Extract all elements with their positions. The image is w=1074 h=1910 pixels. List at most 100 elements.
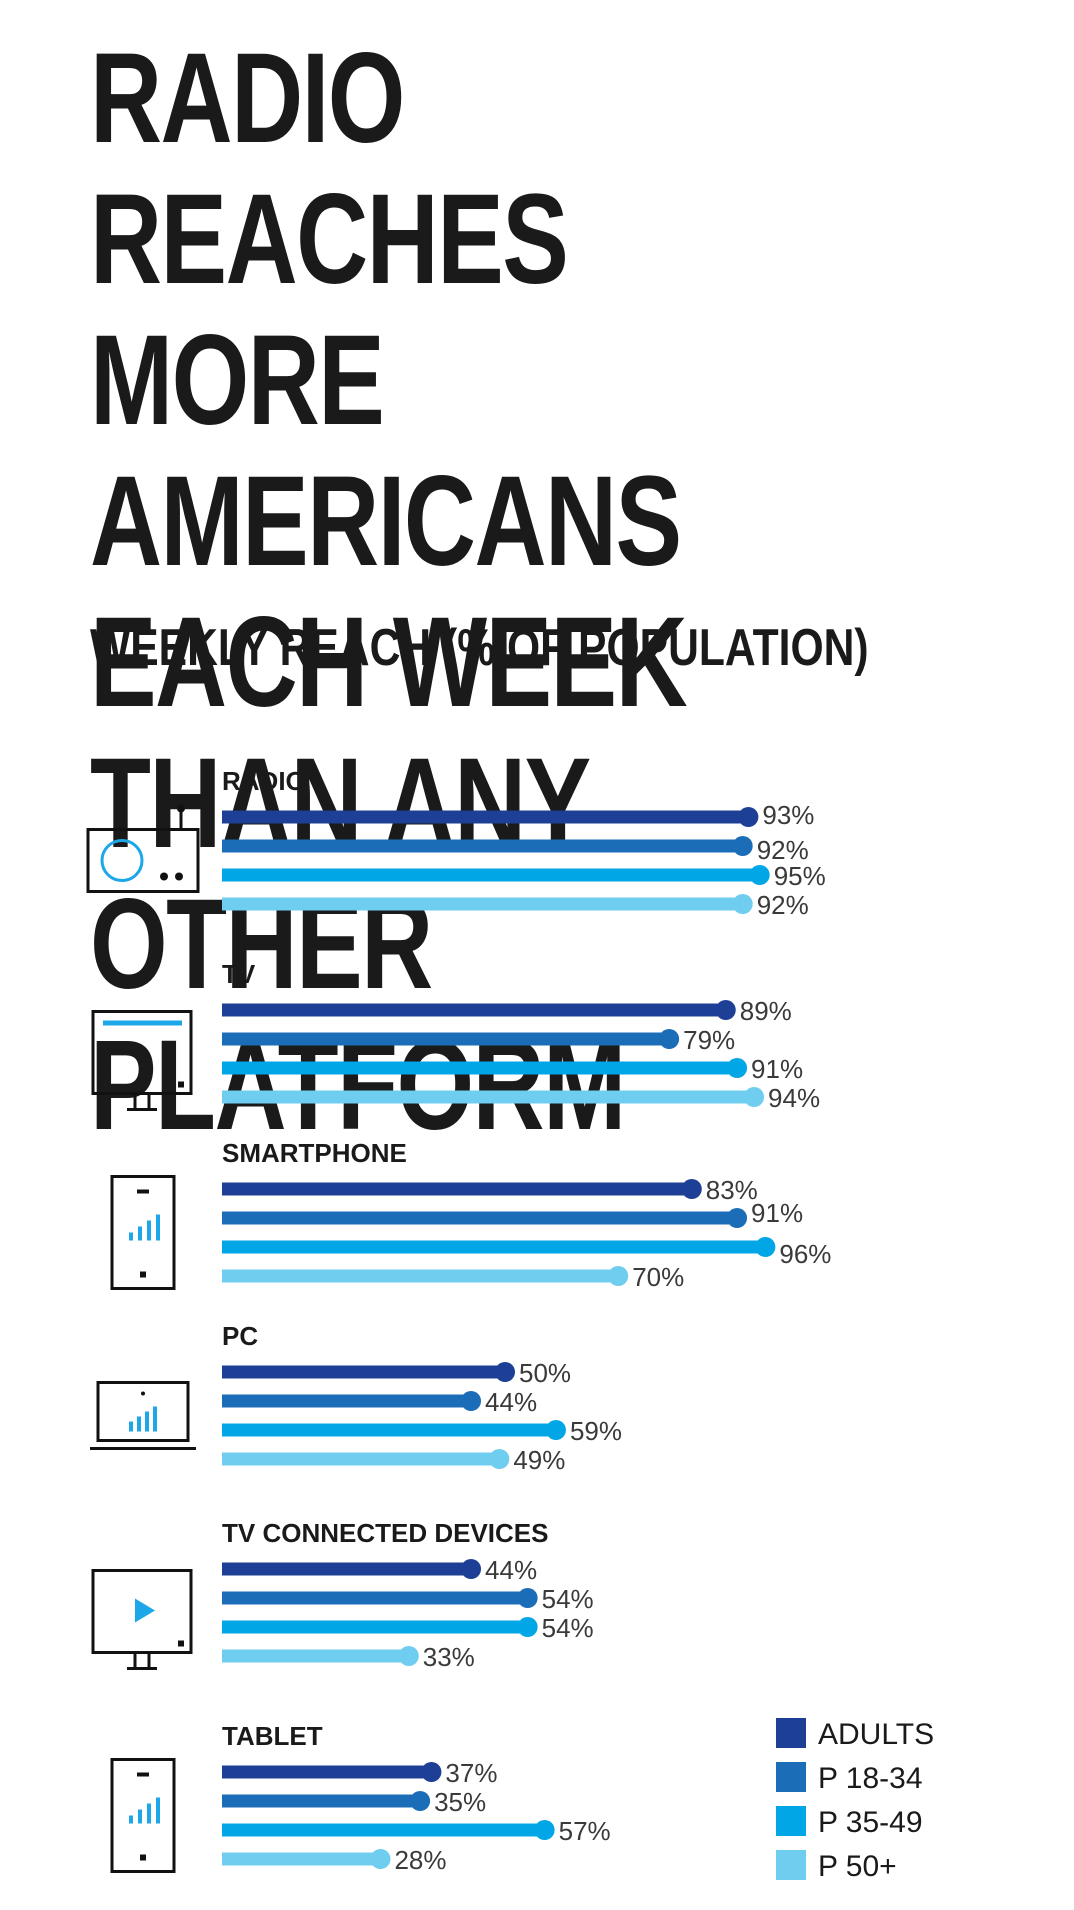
bar-p-18-34 — [222, 839, 743, 853]
bar-p-35-49 — [222, 868, 760, 882]
value-label: 44% — [485, 1387, 537, 1417]
value-label: 95% — [774, 861, 826, 891]
bar-end-dot — [489, 1449, 510, 1469]
legend-item-p-35-49: P 35-49 — [776, 1806, 923, 1839]
value-label: 50% — [519, 1358, 571, 1388]
bar-end-dot — [495, 1362, 515, 1382]
bar-end-dot — [461, 1559, 482, 1579]
bar-end-dot — [545, 1420, 566, 1440]
category-label: RADIO — [222, 766, 306, 796]
chart-title: RADIO REACHES MORE AMERICANS EACH WEEK T… — [90, 27, 688, 1157]
value-label: 54% — [542, 1613, 594, 1643]
value-label: 92% — [757, 890, 809, 920]
legend-label: P 35-49 — [818, 1806, 923, 1839]
bar-end-dot — [749, 865, 770, 885]
bar-p-50 — [222, 1649, 409, 1663]
category-label: PC — [222, 1321, 258, 1351]
bar-end-dot — [421, 1762, 442, 1782]
bar-p-35-49 — [222, 1423, 556, 1437]
tv-icon — [91, 1010, 193, 1111]
bar-end-dot — [715, 1000, 736, 1020]
legend-label: P 50+ — [818, 1850, 897, 1883]
bar-adults — [222, 1365, 505, 1379]
category-group-radio: RADIO 93% 92%95%92% — [86, 766, 826, 920]
value-label: 49% — [513, 1445, 565, 1475]
bar-end-dot — [755, 1237, 776, 1257]
bar-adults — [222, 1003, 726, 1017]
category-group-tv-connected-devices: TV CONNECTED DEVICES 44%54%54% 33% — [91, 1518, 594, 1672]
bar-end-dot — [370, 1849, 391, 1869]
bar-p-18-34 — [222, 1794, 421, 1808]
value-label: 70% — [632, 1262, 684, 1292]
value-label: 91% — [751, 1054, 803, 1084]
value-label: 91% — [751, 1198, 803, 1228]
category-label: TV CONNECTED DEVICES — [222, 1518, 549, 1548]
bar-p-35-49 — [222, 1823, 545, 1837]
bar-end-dot — [744, 1087, 765, 1107]
bar-p-50 — [222, 897, 743, 911]
bar-end-dot — [681, 1179, 702, 1199]
bar-p-18-34 — [222, 1591, 528, 1605]
value-label: 57% — [559, 1816, 611, 1846]
bar-adults — [222, 1765, 432, 1779]
legend-label: P 18-34 — [818, 1762, 923, 1795]
bar-end-dot — [398, 1646, 419, 1666]
tablet-icon — [110, 1758, 176, 1873]
value-label: 96% — [779, 1239, 831, 1269]
bar-end-dot — [461, 1391, 482, 1411]
value-label: 59% — [570, 1416, 622, 1446]
bar-end-dot — [732, 894, 753, 914]
category-label: SMARTPHONE — [222, 1138, 407, 1168]
bar-end-dot — [727, 1208, 748, 1228]
category-label: TV — [222, 959, 256, 989]
bar-end-dot — [410, 1791, 431, 1811]
bar-end-dot — [732, 836, 753, 856]
value-label: 54% — [542, 1584, 594, 1614]
bar-adults — [222, 1182, 692, 1196]
legend-item-p-50: P 50+ — [776, 1850, 897, 1883]
value-label: 35% — [434, 1787, 486, 1817]
value-label: 37% — [445, 1758, 497, 1788]
value-label: 44% — [485, 1555, 537, 1585]
value-label: 89% — [740, 996, 792, 1026]
bar-p-35-49 — [222, 1620, 528, 1634]
value-label: 33% — [423, 1642, 475, 1672]
value-label: 94% — [768, 1083, 820, 1113]
bar-end-dot — [727, 1058, 748, 1078]
category-group-tv: TV 89%79% 91%94% — [91, 959, 820, 1113]
chart-subtitle: WEEKLY REACH (% OF POPULATION) — [90, 619, 869, 677]
bar-end-dot — [517, 1588, 538, 1608]
bar-p-50 — [222, 1090, 755, 1104]
bar-p-18-34 — [222, 1032, 670, 1046]
bar-p-50 — [222, 1452, 500, 1466]
bar-p-35-49 — [222, 1061, 738, 1075]
bar-end-dot — [517, 1617, 538, 1637]
legend-label: ADULTS — [818, 1718, 934, 1751]
bar-p-18-34 — [222, 1394, 472, 1408]
bar-adults — [222, 1562, 472, 1576]
legend: ADULTS P 18-34 P 35-49 P 50+ — [776, 1718, 934, 1883]
legend-swatch — [776, 1850, 806, 1880]
legend-swatch — [776, 1718, 806, 1748]
pc-icon — [90, 1381, 196, 1450]
category-label: TABLET — [222, 1721, 323, 1751]
legend-item-p-18-34: P 18-34 — [776, 1762, 923, 1795]
legend-swatch — [776, 1806, 806, 1836]
tv-connected-device-icon — [91, 1569, 193, 1670]
bar-end-dot — [738, 807, 759, 827]
bar-p-18-34 — [222, 1211, 738, 1225]
category-group-smartphone: SMARTPHONE 83%91% 96% 70% — [110, 1138, 831, 1292]
bar-end-dot — [659, 1029, 680, 1049]
bar-end-dot — [534, 1820, 555, 1840]
smartphone-icon — [110, 1175, 176, 1290]
value-label: 83% — [706, 1175, 758, 1205]
radio-icon — [86, 804, 200, 893]
category-group-tablet: TABLET 37%35% 57% 28% — [110, 1721, 611, 1875]
legend-item-adults: ADULTS — [776, 1718, 934, 1751]
bar-end-dot — [608, 1266, 629, 1286]
value-label: 79% — [683, 1025, 735, 1055]
value-label: 92% — [757, 835, 809, 865]
bar-p-35-49 — [222, 1240, 766, 1254]
legend-swatch — [776, 1762, 806, 1792]
